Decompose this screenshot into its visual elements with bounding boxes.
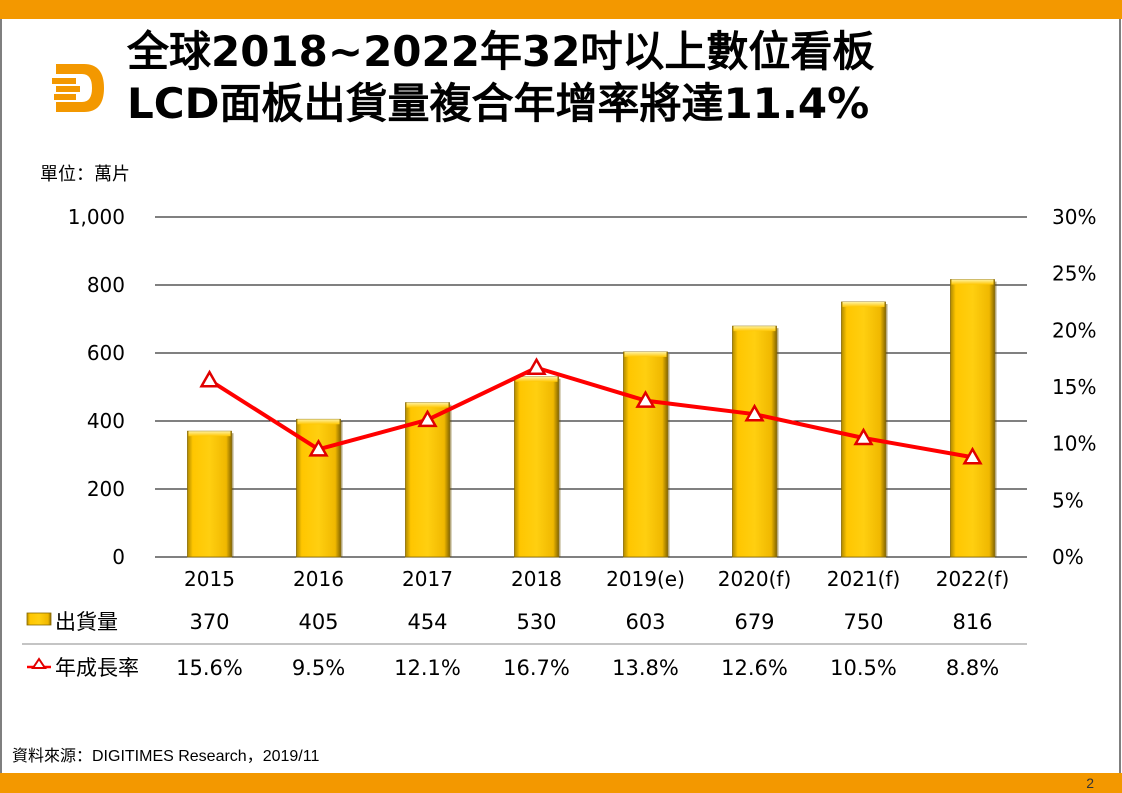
bar-top-bevel xyxy=(624,351,667,357)
right-axis-tick-label: 0% xyxy=(1052,545,1084,569)
row-label-growth: 年成長率 xyxy=(55,656,139,680)
unit-label: 單位：萬片 xyxy=(40,164,130,185)
category-label: 2021(f) xyxy=(827,567,901,591)
bar-series xyxy=(187,279,997,558)
growth-point-triangle-2016 xyxy=(308,438,329,457)
growth-point-triangle-2022(f) xyxy=(962,446,983,465)
shipment-value: 370 xyxy=(189,610,229,634)
category-axis-labels: 2015 2016 2017 2018 2019(e) 2020(f) 2021(f) 202… xyxy=(184,567,1009,591)
right-axis-ticks: 0% 5% 10% 15% 20% 25% 30% xyxy=(1052,205,1096,569)
growth-value: 9.5% xyxy=(292,656,345,680)
source-note: 資料來源：DIGITIMES Research，2019/11 xyxy=(12,748,320,765)
bar-2019(e) xyxy=(623,351,670,558)
bar-top-bevel xyxy=(842,302,885,307)
row-label-shipments: 出貨量 xyxy=(55,610,118,634)
category-label: 2017 xyxy=(402,567,453,591)
bar-top-bevel xyxy=(733,326,776,332)
growth-value: 12.1% xyxy=(394,656,461,680)
category-label: 2022(f) xyxy=(936,567,1010,591)
digitimes-logo-icon xyxy=(52,64,104,112)
category-label: 2020(f) xyxy=(718,567,792,591)
bar xyxy=(187,430,232,558)
growth-point-triangle-2015 xyxy=(199,369,220,388)
shipment-value: 454 xyxy=(407,610,447,634)
growth-line-series xyxy=(199,357,983,465)
left-axis-ticks: 0 200 400 600 800 1,000 xyxy=(68,205,125,569)
category-label: 2019(e) xyxy=(606,567,685,591)
legend-key-bar xyxy=(26,612,52,626)
bar-2022(f) xyxy=(950,279,997,558)
shipment-value: 405 xyxy=(298,610,338,634)
left-axis-tick-label: 400 xyxy=(87,409,125,433)
bar-2020(f) xyxy=(732,325,779,558)
growth-line xyxy=(208,365,973,460)
title-line-1: 全球2018~2022年32吋以上數位看板 xyxy=(127,27,875,76)
page-number: 2 xyxy=(1086,775,1094,791)
top-accent-bar xyxy=(0,0,1122,19)
slide-frame-right xyxy=(1119,19,1121,773)
left-axis-tick-label: 1,000 xyxy=(68,205,125,229)
bar xyxy=(405,402,450,558)
bar xyxy=(623,351,668,558)
bar-top-bevel xyxy=(188,431,231,437)
growth-point-triangle-2018 xyxy=(526,357,547,375)
slide-frame-left xyxy=(0,19,2,773)
gridlines xyxy=(155,216,1027,558)
growth-point-triangle-2019(e) xyxy=(635,390,656,408)
bar xyxy=(732,325,777,558)
left-axis-tick-label: 800 xyxy=(87,273,125,297)
right-axis-tick-label: 15% xyxy=(1052,375,1096,399)
growth-point-triangle-2017 xyxy=(417,409,438,428)
bar-2018 xyxy=(514,376,561,558)
growth-value: 8.8% xyxy=(946,656,999,680)
shipment-value: 750 xyxy=(843,610,883,634)
right-axis-tick-label: 20% xyxy=(1052,318,1096,342)
category-label: 2016 xyxy=(293,567,344,591)
legend-key-line xyxy=(27,657,51,669)
growth-point-triangle-2020(f) xyxy=(744,403,765,422)
title-line-2: LCD面板出貨量複合年增率將達11.4% xyxy=(127,79,870,128)
shipment-value: 603 xyxy=(625,610,665,634)
bar-top-bevel xyxy=(515,376,558,382)
growth-point-triangle-2021(f) xyxy=(853,427,874,446)
bar-top-bevel xyxy=(297,419,340,425)
right-axis-tick-label: 10% xyxy=(1052,432,1096,456)
triangle-marker-icon xyxy=(31,657,47,669)
growth-value: 16.7% xyxy=(503,656,570,680)
bar-swatch-icon xyxy=(26,612,52,626)
shipment-value: 530 xyxy=(516,610,556,634)
bar-2015 xyxy=(187,430,234,558)
growth-value: 12.6% xyxy=(721,656,788,680)
left-axis-tick-label: 600 xyxy=(87,341,125,365)
slide-title: 全球2018~2022年32吋以上數位看板 LCD面板出貨量複合年增率將達11.… xyxy=(127,26,874,130)
right-axis-tick-label: 30% xyxy=(1052,205,1096,229)
bar-top-bevel xyxy=(406,402,449,408)
right-axis-tick-label: 5% xyxy=(1052,488,1084,512)
shipment-value: 816 xyxy=(952,610,992,634)
growth-value: 15.6% xyxy=(176,656,243,680)
left-axis-tick-label: 0 xyxy=(112,545,125,569)
growth-value: 10.5% xyxy=(830,656,897,680)
category-label: 2015 xyxy=(184,567,235,591)
bar xyxy=(950,279,995,558)
right-axis-tick-label: 25% xyxy=(1052,262,1096,286)
bar-top-bevel xyxy=(951,279,994,285)
growth-value: 13.8% xyxy=(612,656,679,680)
data-table: 出貨量 370 405 454 530 603 679 750 816 年成長率 15.6% 9.5%… xyxy=(22,610,1027,680)
bar xyxy=(514,376,559,558)
left-axis-tick-label: 200 xyxy=(87,477,125,501)
category-label: 2018 xyxy=(511,567,562,591)
shipment-value: 679 xyxy=(734,610,774,634)
bar-2017 xyxy=(405,402,452,558)
bottom-accent-bar xyxy=(0,773,1122,793)
